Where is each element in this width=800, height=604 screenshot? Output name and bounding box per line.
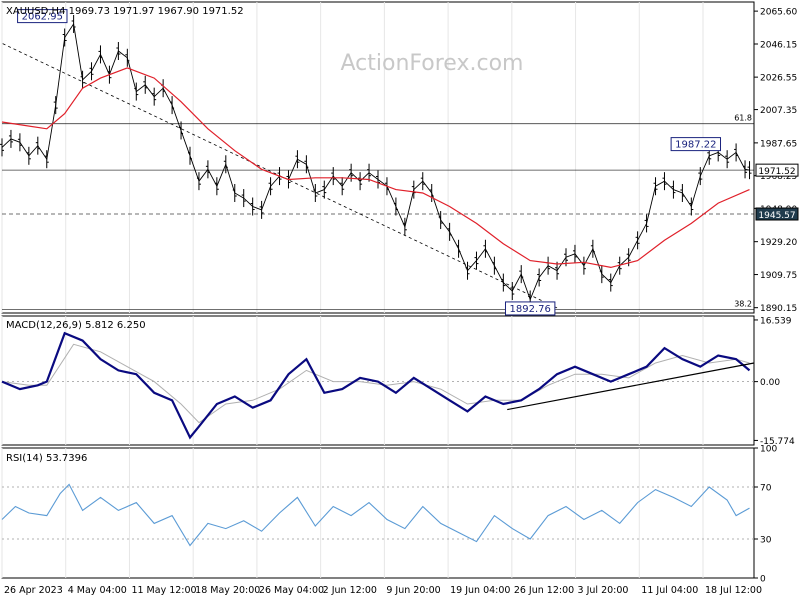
rsi-y-tick-label: 0 xyxy=(760,575,766,585)
price-y-tick-label: 2026.55 xyxy=(760,74,797,84)
rsi-y-tick-label: 30 xyxy=(760,536,772,546)
x-tick-label: 3 Jul 20:00 xyxy=(578,585,629,596)
rsi-y-tick-label: 100 xyxy=(760,445,777,455)
price-y-tick-label: 2046.15 xyxy=(760,41,797,51)
x-tick-label: 26 Apr 2023 xyxy=(4,585,63,596)
price-y-tick-label: 2007.35 xyxy=(760,106,797,116)
fib-level-label: 38.2 xyxy=(734,300,752,309)
sma-line xyxy=(1,67,750,269)
macd-trendline xyxy=(507,362,755,411)
axis-price-badge xyxy=(755,207,799,221)
rsi-y-tick-label: 70 xyxy=(760,484,772,494)
rsi-label: RSI(14) 53.7396 xyxy=(6,453,87,464)
price-y-tick-label: 1987.65 xyxy=(760,139,797,149)
x-tick-label: 11 May 12:00 xyxy=(131,585,196,596)
price-y-tick-label: 2065.60 xyxy=(760,8,797,18)
price-callout-box xyxy=(504,301,556,316)
axis-price-badge-label: 1945.57 xyxy=(758,211,795,221)
price-callout-label: 1987.22 xyxy=(675,140,716,151)
symbol-header: XAUUSD,H4 1969.73 1971.97 1967.90 1971.5… xyxy=(6,6,244,17)
macd-y-tick-label: 0.00 xyxy=(760,378,780,388)
axis-price-badge-label: 1971.52 xyxy=(758,167,795,177)
fib-level-label: 61.8 xyxy=(734,114,752,123)
macd-main-line xyxy=(1,331,751,440)
x-tick-label: 9 Jun 20:00 xyxy=(386,585,440,596)
rsi-line xyxy=(1,483,750,547)
macd-label: MACD(12,26,9) 5.812 6.250 xyxy=(6,320,146,331)
watermark: ActionForex.com xyxy=(341,51,524,76)
macd-y-tick-label: -15.774 xyxy=(760,437,795,447)
price-y-tick-label: 1968.25 xyxy=(760,172,797,182)
x-tick-label: 2 Jun 12:00 xyxy=(323,585,377,596)
x-tick-label: 4 May 04:00 xyxy=(68,585,127,596)
price-callout-box xyxy=(17,9,68,24)
price-panel-frame xyxy=(1,1,755,314)
macd-signal-line xyxy=(1,343,750,424)
x-tick-label: 26 May 04:00 xyxy=(259,585,324,596)
price-y-tick-label: 1929.20 xyxy=(760,238,797,248)
macd-y-tick-label: 16.539 xyxy=(760,316,792,326)
price-callout-label: 2062.95 xyxy=(22,12,63,23)
axis-price-badge xyxy=(755,163,799,177)
price-callout-box xyxy=(670,137,722,152)
x-tick-label: 19 Jun 04:00 xyxy=(450,585,510,596)
price-y-tick-label: 1909.75 xyxy=(760,271,797,281)
x-tick-label: 26 Jun 12:00 xyxy=(514,585,574,596)
price-callout-label: 1892.76 xyxy=(510,304,551,315)
x-tick-label: 18 Jul 12:00 xyxy=(705,585,762,596)
rsi-panel-frame xyxy=(1,447,755,579)
x-tick-label: 11 Jul 04:00 xyxy=(641,585,698,596)
x-tick-label: 18 May 20:00 xyxy=(195,585,260,596)
price-y-tick-label: 1890.15 xyxy=(760,304,797,314)
